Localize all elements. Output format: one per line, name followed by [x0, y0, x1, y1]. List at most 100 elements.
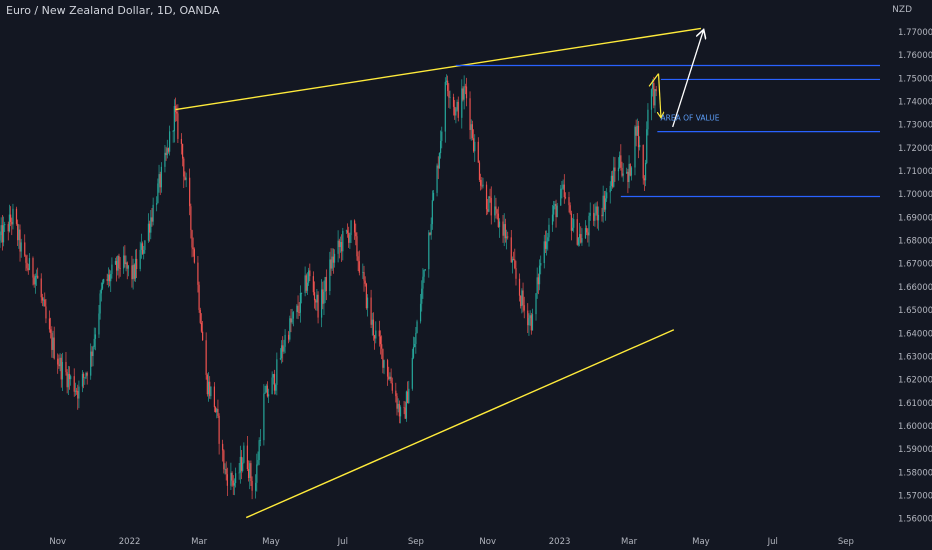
candle-body	[444, 81, 446, 132]
candle-body	[183, 158, 185, 177]
candle-body	[181, 143, 184, 159]
candle-body	[357, 256, 359, 262]
time-tick-label: May	[262, 537, 280, 547]
candle-body	[52, 337, 54, 350]
candle-body	[98, 313, 100, 335]
candle-body	[511, 258, 514, 263]
area-of-value-label: AREA OF VALUE	[661, 113, 720, 122]
candle-body	[298, 312, 300, 313]
candle-body	[143, 249, 145, 254]
candle-body	[193, 249, 195, 263]
price-tick-label: 1.64000	[898, 329, 932, 339]
candle-body	[1, 225, 3, 243]
candle-body	[397, 403, 399, 409]
candle-body	[218, 415, 220, 444]
candle-body	[510, 237, 512, 263]
candle-body	[25, 255, 27, 263]
candle-body	[246, 445, 248, 470]
candle-body	[42, 299, 45, 301]
candle-body	[556, 205, 558, 218]
price-tick-label: 1.72000	[898, 144, 932, 154]
candle-body	[94, 334, 97, 339]
drawings-layer: AREA OF VALUE	[175, 27, 880, 519]
candle-body	[119, 268, 121, 269]
candle-body	[414, 343, 416, 348]
currency-label: NZD	[892, 5, 912, 15]
candle-body	[447, 80, 449, 91]
time-tick-label: 2022	[119, 537, 141, 547]
candle-body	[305, 275, 307, 291]
candle-body	[272, 374, 274, 378]
time-tick-label: Sep	[838, 537, 854, 547]
candle-body	[8, 214, 11, 232]
candle-body	[472, 138, 475, 152]
candle-body	[462, 88, 464, 100]
candle-body	[622, 173, 624, 176]
candle-body	[463, 86, 465, 100]
candle-body	[488, 196, 490, 212]
price-tick-label: 1.76000	[898, 51, 932, 61]
candle-body	[407, 391, 409, 404]
candle-body	[543, 241, 545, 264]
candle-body	[190, 206, 192, 231]
candle-body	[239, 456, 241, 473]
candle-body	[382, 348, 384, 368]
candle-body	[299, 293, 302, 313]
candle-body	[141, 243, 144, 254]
candle-body	[345, 230, 347, 232]
candle-body	[634, 126, 636, 168]
price-tick-label: 1.69000	[898, 213, 932, 223]
candle-body	[655, 89, 657, 92]
candle-body	[398, 403, 400, 417]
candle-body	[240, 456, 243, 471]
candle-body	[19, 229, 21, 252]
candle-body	[386, 360, 389, 377]
candle-body	[296, 305, 298, 313]
candle-body	[504, 224, 506, 239]
candle-body	[389, 376, 391, 380]
candle-body	[7, 224, 9, 232]
candle-body	[57, 358, 59, 365]
candle-body	[192, 247, 194, 250]
candle-body	[535, 293, 537, 315]
candle-body	[482, 184, 484, 187]
candle-body	[424, 269, 426, 270]
candle-body	[207, 381, 210, 395]
price-tick-label: 1.77000	[898, 28, 932, 38]
candle-body	[626, 171, 628, 174]
price-tick-label: 1.73000	[898, 121, 932, 131]
candle-body	[111, 264, 113, 274]
candle-body	[601, 214, 603, 217]
price-axis[interactable]: 1.56000 1.57000 1.58000 1.59000 1.60000 1.610…	[898, 28, 932, 525]
candle-body	[627, 171, 629, 183]
candle-body	[152, 204, 154, 222]
candle-body	[158, 174, 160, 184]
candle-body	[11, 221, 13, 225]
candle-body	[144, 240, 146, 250]
price-tick-label: 1.67000	[898, 260, 932, 270]
candle-body	[214, 407, 217, 413]
candle-body	[2, 225, 5, 243]
candle-body	[317, 294, 319, 318]
candle-body	[610, 175, 613, 186]
candle-body	[255, 482, 257, 491]
time-axis[interactable]: Nov 2022 Mar May Jul Sep Nov 2023 Mar May Jul Sep	[49, 537, 853, 547]
candle-body	[654, 89, 656, 106]
candle-body	[358, 261, 360, 273]
price-tick-label: 1.57000	[898, 492, 932, 502]
candle-body	[381, 344, 383, 349]
candle-body	[86, 372, 88, 376]
price-tick-label: 1.56000	[898, 515, 932, 525]
candle-body	[588, 215, 590, 236]
candle-body	[350, 220, 352, 235]
candle-body	[365, 283, 367, 309]
candle-body	[226, 474, 228, 486]
candle-body	[521, 290, 523, 307]
candle-body	[423, 269, 425, 277]
candle-body	[40, 278, 42, 298]
candle-body	[322, 289, 324, 304]
candle-body	[548, 224, 550, 238]
candle-body	[498, 221, 501, 227]
time-tick-label: Jul	[337, 537, 348, 547]
